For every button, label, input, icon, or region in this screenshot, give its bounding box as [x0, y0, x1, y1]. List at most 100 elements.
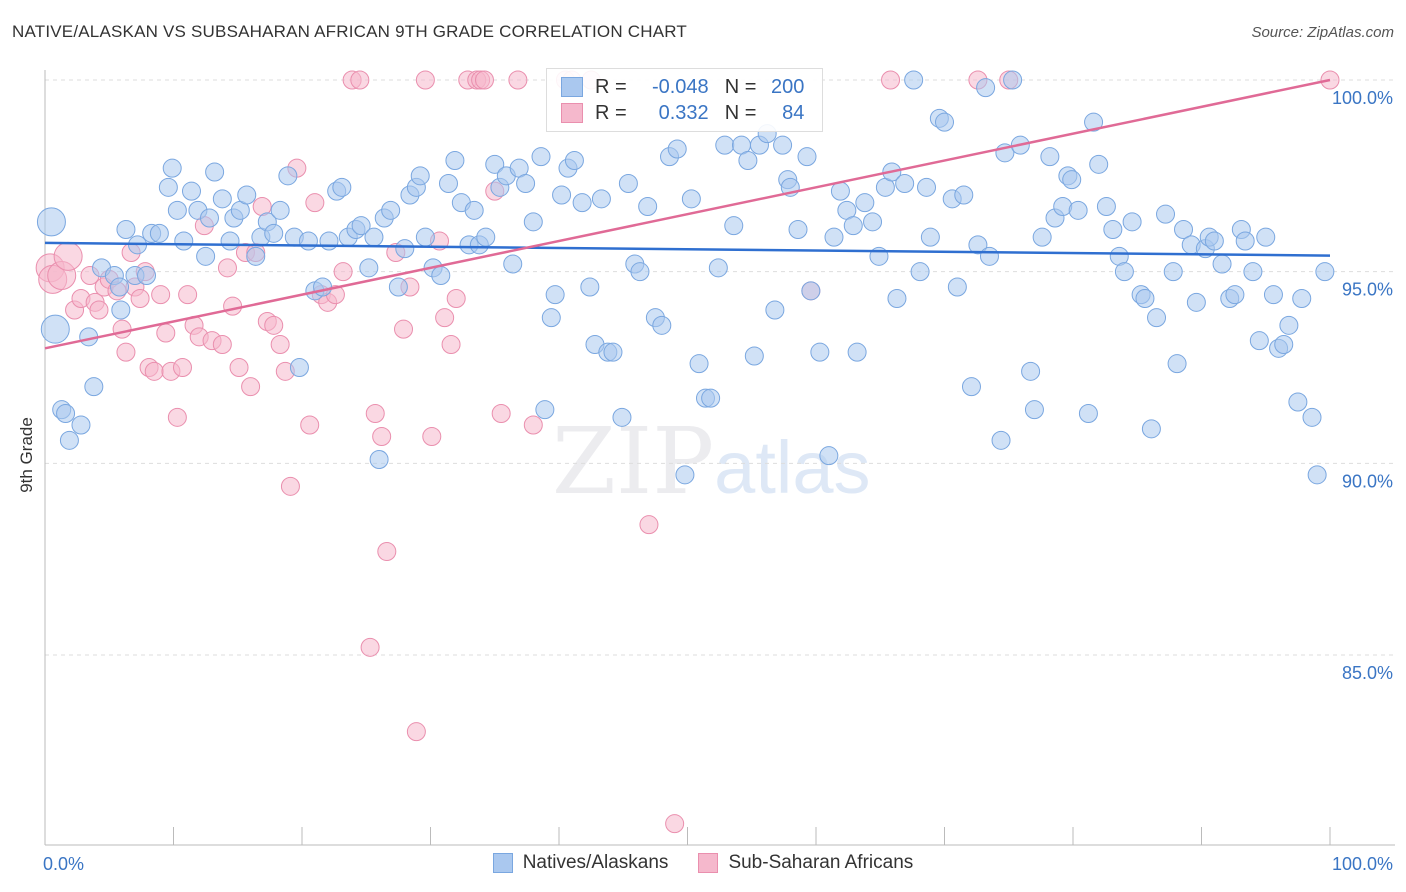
natives-point [181, 181, 201, 201]
africans-point [523, 415, 543, 435]
natives-point [541, 308, 561, 328]
natives-point [1288, 392, 1308, 412]
natives-point [1186, 292, 1206, 312]
natives-point [1274, 335, 1294, 354]
natives-point [1243, 262, 1263, 282]
natives-point [1225, 285, 1245, 305]
y-tick-label: 90.0% [1342, 471, 1393, 491]
africans-point [264, 315, 284, 335]
natives-point [1163, 262, 1183, 282]
africans-point [665, 814, 685, 834]
natives-point [855, 193, 875, 213]
natives-point [1279, 315, 1299, 335]
n-label: N = [724, 75, 757, 98]
natives-point [1302, 407, 1322, 427]
natives-point [410, 166, 430, 186]
natives-point [278, 166, 298, 186]
source-label: Source: ZipAtlas.com [1251, 24, 1394, 41]
natives-point [895, 174, 915, 193]
watermark-zip: ZIP [552, 408, 715, 515]
africans-point [151, 285, 171, 305]
africans-point [280, 476, 300, 496]
africans-point [212, 335, 232, 354]
natives-point [904, 70, 924, 90]
natives-point [438, 174, 458, 193]
natives-point [1032, 227, 1052, 247]
africans-point [156, 323, 176, 343]
r-value: -0.048 [651, 75, 709, 98]
legend-item-natives: Natives/Alaskans [492, 852, 669, 874]
africans-point [167, 407, 187, 427]
natives-point [1084, 112, 1104, 132]
natives-point [364, 227, 384, 247]
n-value: 200 [771, 75, 805, 98]
africans-point [217, 258, 237, 278]
natives-point [199, 208, 219, 228]
natives-legend-swatch [492, 853, 513, 873]
legend-label-natives: Natives/Alaskans [522, 852, 669, 873]
natives-point [246, 246, 266, 266]
natives-point [830, 181, 850, 201]
watermark-atlas: atlas [714, 426, 871, 509]
africans-point [406, 722, 426, 742]
natives-point [824, 227, 844, 247]
africans-point [435, 308, 455, 328]
natives-point [1135, 289, 1155, 308]
natives-point [801, 281, 821, 301]
africans-point [300, 415, 320, 435]
africans-point [881, 70, 901, 90]
natives-point [1156, 204, 1176, 224]
natives-point [552, 185, 572, 205]
natives-point [675, 465, 695, 485]
y-tick-label: 95.0% [1342, 280, 1393, 300]
natives-point [395, 239, 415, 259]
natives-point [1147, 308, 1167, 328]
natives-point [991, 430, 1011, 450]
natives-point [174, 231, 194, 251]
africans-point [491, 404, 511, 423]
natives-point [681, 189, 701, 209]
natives-point [445, 151, 465, 170]
natives-swatch [561, 77, 583, 97]
natives-point [1292, 289, 1312, 308]
africans-point [441, 335, 461, 354]
natives-point [289, 358, 309, 377]
natives-point [56, 404, 76, 423]
y-tick-label: 100.0% [1332, 88, 1393, 108]
natives-point [1040, 147, 1060, 167]
natives-point [137, 266, 157, 285]
natives-point [630, 262, 650, 282]
natives-point [270, 200, 290, 220]
stats-row-africans: R = 0.332 N = 84 [561, 102, 804, 124]
africans-point [241, 377, 261, 397]
legend-label-africans: Sub-Saharan Africans [728, 852, 914, 873]
natives-point [1089, 154, 1109, 174]
natives-point [381, 200, 401, 220]
natives-point [1249, 331, 1269, 351]
natives-point [1204, 231, 1224, 251]
natives-point [369, 450, 389, 469]
natives-point [264, 223, 284, 243]
natives-point [910, 262, 930, 282]
natives-point [976, 78, 996, 98]
africans-point [446, 289, 466, 308]
watermark: ZIPatlas [552, 408, 870, 515]
natives-point [464, 200, 484, 220]
natives-point [935, 112, 954, 132]
stats-legend: R = -0.048 N = 200 R = 0.332 N = 84 [546, 68, 823, 132]
natives-point [71, 415, 91, 435]
natives-point [1263, 285, 1283, 305]
natives-point [961, 377, 981, 397]
africans-point [130, 289, 150, 308]
africans-point [333, 262, 353, 282]
natives-point [149, 223, 169, 243]
natives-point [968, 235, 988, 255]
natives-point [359, 258, 379, 278]
natives-point [744, 346, 764, 366]
chart-title: NATIVE/ALASKAN VS SUBSAHARAN AFRICAN 9TH… [12, 22, 687, 41]
africans-point [305, 193, 325, 213]
natives-point [708, 258, 728, 278]
africans-point [223, 296, 243, 316]
natives-point [954, 185, 974, 205]
